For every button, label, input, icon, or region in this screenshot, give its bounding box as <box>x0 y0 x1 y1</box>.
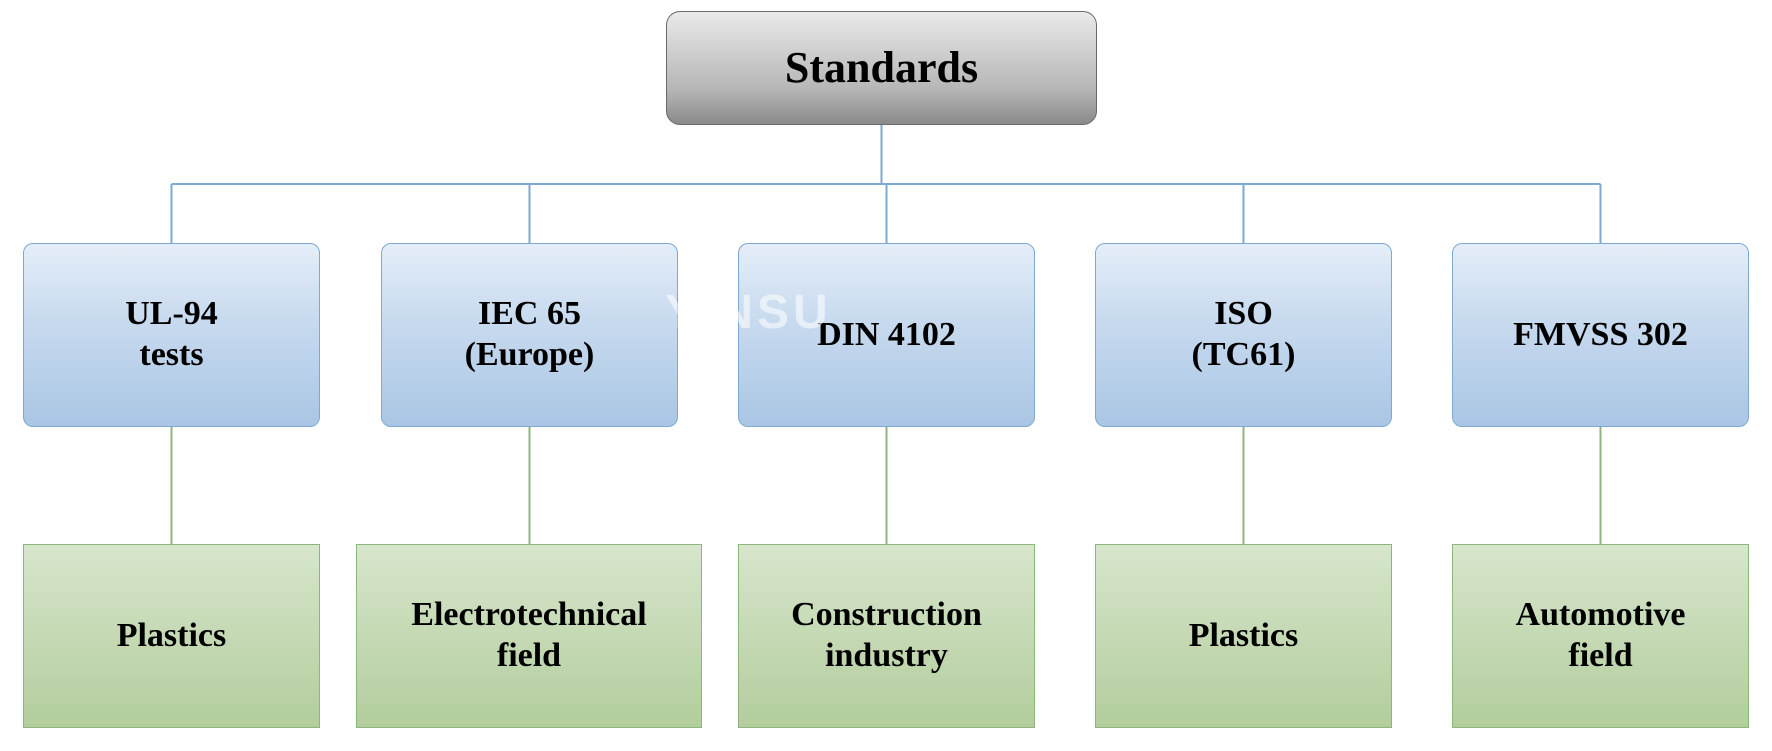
leaf-node-4-label: Automotive field <box>1516 595 1686 677</box>
leaf-node-3-label: Plastics <box>1189 616 1299 657</box>
mid-node-4-label: FMVSS 302 <box>1513 315 1688 356</box>
leaf-node-2-label: Construction industry <box>791 595 982 677</box>
leaf-node-2: Construction industry <box>738 544 1035 728</box>
leaf-node-0: Plastics <box>23 544 320 728</box>
leaf-node-1-label: Electrotechnical field <box>411 595 646 677</box>
leaf-node-3: Plastics <box>1095 544 1392 728</box>
mid-node-2: DIN 4102 <box>738 243 1035 427</box>
root-node: Standards <box>666 11 1097 125</box>
mid-node-2-label: DIN 4102 <box>817 315 956 356</box>
mid-node-3: ISO (TC61) <box>1095 243 1392 427</box>
mid-node-0-label: UL-94 tests <box>125 294 218 376</box>
mid-node-0: UL-94 tests <box>23 243 320 427</box>
leaf-node-0-label: Plastics <box>117 616 227 657</box>
mid-node-3-label: ISO (TC61) <box>1192 294 1296 376</box>
mid-node-1-label: IEC 65 (Europe) <box>465 294 595 376</box>
leaf-node-4: Automotive field <box>1452 544 1749 728</box>
mid-node-1: IEC 65 (Europe) <box>381 243 678 427</box>
mid-node-4: FMVSS 302 <box>1452 243 1749 427</box>
root-node-label: Standards <box>785 42 978 95</box>
leaf-node-1: Electrotechnical field <box>356 544 702 728</box>
